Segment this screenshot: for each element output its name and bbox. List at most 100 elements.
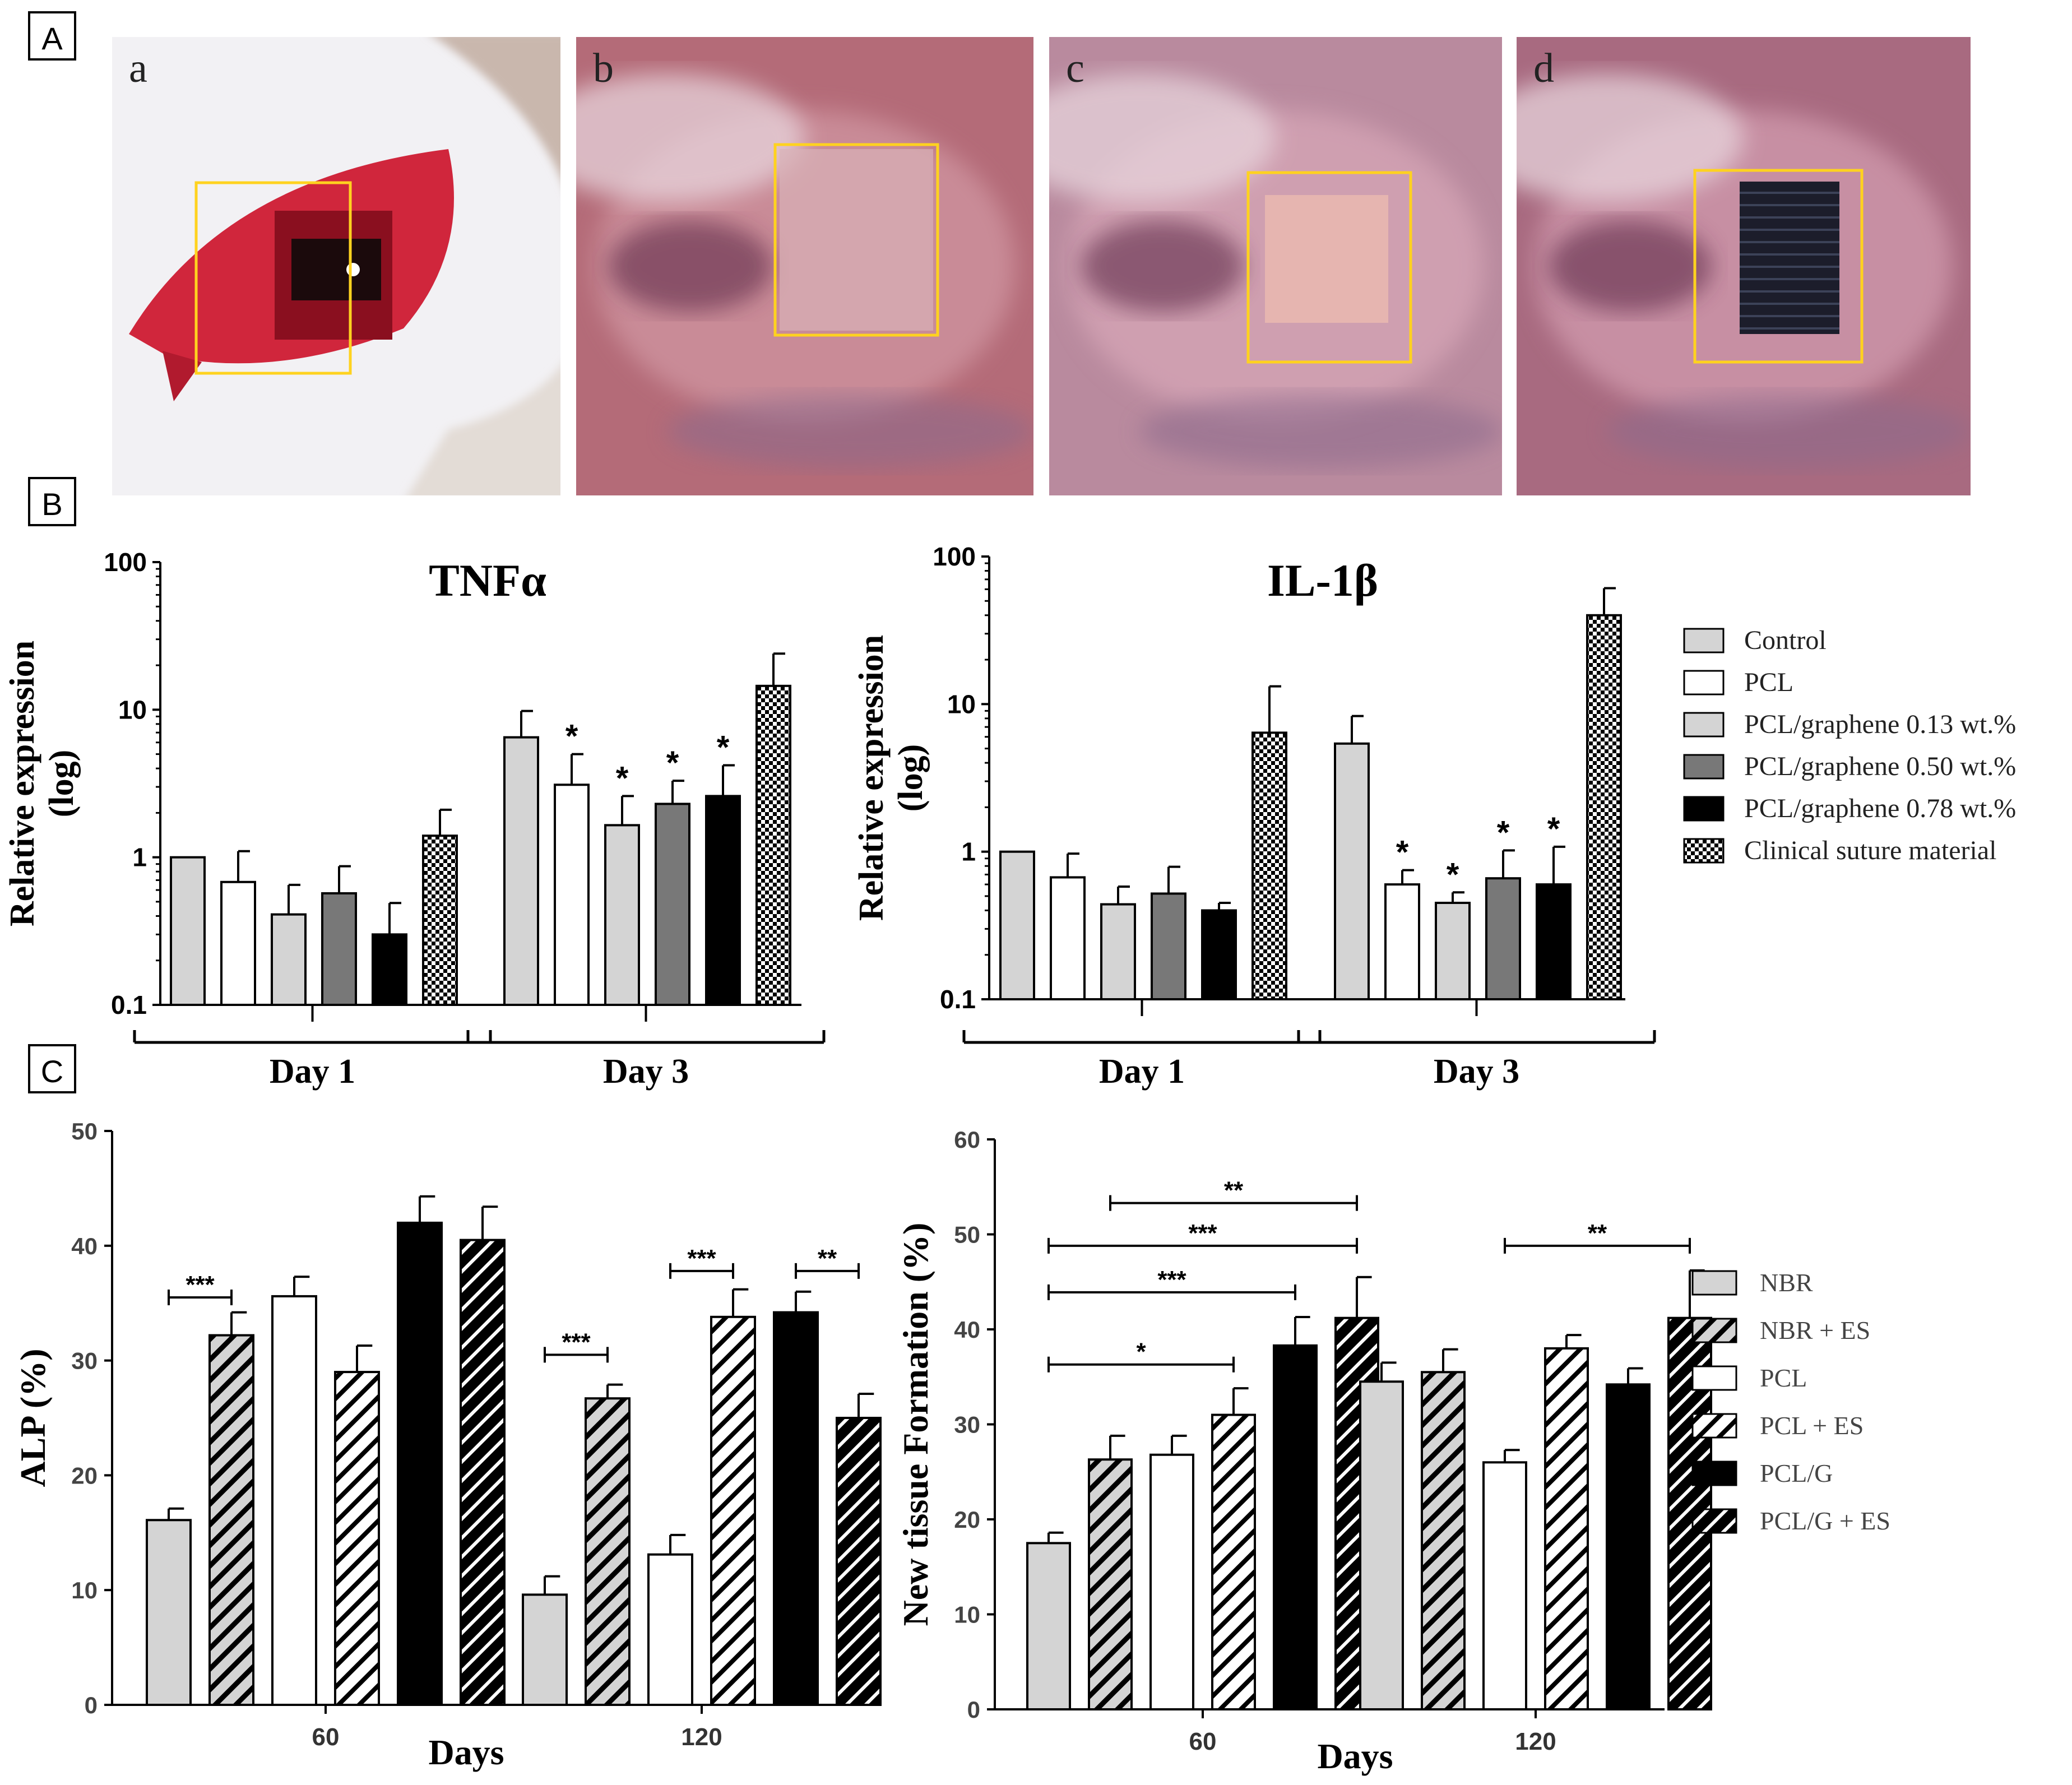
bar — [585, 1397, 631, 1707]
significance-star: * — [616, 760, 629, 796]
bar — [705, 795, 741, 1007]
tissue-glare — [576, 73, 805, 202]
legend-swatch — [1691, 1318, 1737, 1343]
significance-star: * — [1497, 814, 1510, 851]
bar — [604, 824, 640, 1006]
x-axis-label: Days — [428, 1732, 504, 1772]
y-tick-label: 100 — [933, 542, 976, 571]
legend-swatch — [1683, 838, 1725, 864]
y-axis-label: ALP (%) — [13, 1348, 53, 1487]
legend-swatch — [1691, 1508, 1737, 1534]
legend-label: PCL/graphene 0.78 wt.% — [1744, 794, 2016, 823]
group-label: Day 1 — [270, 1053, 355, 1091]
y-tick-label: 1 — [961, 837, 976, 866]
x-tick-label: 120 — [1515, 1728, 1556, 1755]
significance-label: *** — [687, 1245, 716, 1272]
bar — [146, 1519, 192, 1706]
legend-label: PCL — [1744, 667, 1793, 697]
bar — [460, 1239, 506, 1707]
x-tick-label: 120 — [681, 1723, 722, 1751]
legend-label: PCL/graphene 0.50 wt.% — [1744, 752, 2016, 781]
bar — [1359, 1380, 1404, 1711]
y-axis-label: Relative expression(log) — [3, 641, 81, 926]
highlight-box — [194, 181, 352, 375]
scaffold — [1740, 182, 1839, 334]
bar — [1201, 909, 1237, 1000]
y-axis-label: New tissue Formation (%) — [896, 1223, 935, 1626]
legend-label: PCL/G — [1760, 1459, 1833, 1487]
bar — [1334, 742, 1370, 1000]
wound-dark — [291, 239, 381, 300]
y-tick-label: 0 — [85, 1692, 98, 1718]
tissue-glare — [1517, 73, 1744, 202]
significance-label: *** — [1188, 1220, 1217, 1247]
panel-label-b: B — [28, 477, 76, 526]
y-tick-label: 0.1 — [940, 985, 976, 1014]
legend-swatch — [1683, 754, 1725, 780]
wound-flap — [163, 351, 202, 401]
bar — [647, 1553, 693, 1706]
bar — [1586, 614, 1622, 1000]
photo-content — [1049, 37, 1502, 495]
bar — [321, 892, 357, 1007]
bar — [170, 856, 206, 1006]
panel-label-c-text: C — [41, 1054, 63, 1089]
bar — [755, 684, 791, 1006]
bar — [1273, 1344, 1318, 1710]
scaffold — [1265, 195, 1388, 323]
bar — [1050, 876, 1086, 1000]
y-tick-label: 1 — [132, 843, 147, 872]
tissue-bruise — [1081, 220, 1244, 312]
bar — [271, 1295, 317, 1707]
bar — [655, 803, 690, 1006]
legend-expression: Control PCL PCL/graphene 0.13 wt.% PCL/grap… — [1683, 625, 2016, 865]
legend-swatch — [1683, 628, 1725, 653]
photo-a: a — [112, 37, 560, 495]
y-tick-label: 10 — [118, 695, 147, 724]
significance-label: ** — [1588, 1220, 1607, 1247]
highlight-box — [1246, 171, 1412, 364]
photo-b: b — [576, 37, 1033, 495]
y-tick-label: 20 — [954, 1506, 980, 1533]
photo-content — [1517, 37, 1971, 495]
bar — [1151, 892, 1186, 1000]
bar — [999, 850, 1035, 1000]
bar — [1211, 1413, 1256, 1711]
bar — [1026, 1542, 1071, 1710]
bar — [554, 783, 590, 1007]
panel-label-b-text: B — [41, 486, 62, 522]
bar — [422, 834, 458, 1006]
bar — [1435, 901, 1471, 1001]
chart-title: TNFα — [429, 555, 546, 606]
highlight-box — [773, 143, 939, 337]
y-tick-label: 10 — [947, 689, 976, 718]
significance-star: * — [666, 745, 679, 781]
bar — [1482, 1461, 1527, 1711]
bar — [334, 1371, 380, 1707]
tissue-bruise — [608, 220, 773, 312]
bar — [372, 933, 407, 1006]
tissue-lower — [1607, 395, 1971, 468]
y-tick-label: 50 — [954, 1222, 980, 1248]
glove-shadow — [407, 367, 560, 495]
legend-label: PCL + ES — [1760, 1411, 1864, 1440]
group-label: Day 1 — [1099, 1053, 1185, 1091]
tissue-bruise — [1548, 220, 1712, 312]
chart-new-tissue-formation: 0 10 20 30 40 50 60 New tissue Formation (%) Day… — [896, 1126, 1712, 1776]
scaffold — [780, 149, 933, 331]
significance-label: *** — [562, 1328, 591, 1356]
bar — [220, 880, 256, 1007]
bar — [503, 736, 539, 1006]
x-tick-label: 60 — [1189, 1728, 1217, 1755]
y-tick-label: 0.1 — [111, 990, 147, 1019]
photo-d: d — [1517, 37, 1971, 495]
legend-label: PCL/graphene 0.13 wt.% — [1744, 710, 2016, 739]
bar — [1544, 1347, 1589, 1710]
legend-label: NBR — [1760, 1268, 1813, 1297]
significance-star: * — [1396, 834, 1409, 871]
y-tick-label: 20 — [71, 1462, 98, 1489]
legend-label: PCL — [1760, 1364, 1807, 1392]
legend-swatch — [1691, 1270, 1737, 1296]
chart-tnf-alpha: 0.1 1 10 100 Relative expression(log) TNFα Day… — [3, 548, 826, 1091]
